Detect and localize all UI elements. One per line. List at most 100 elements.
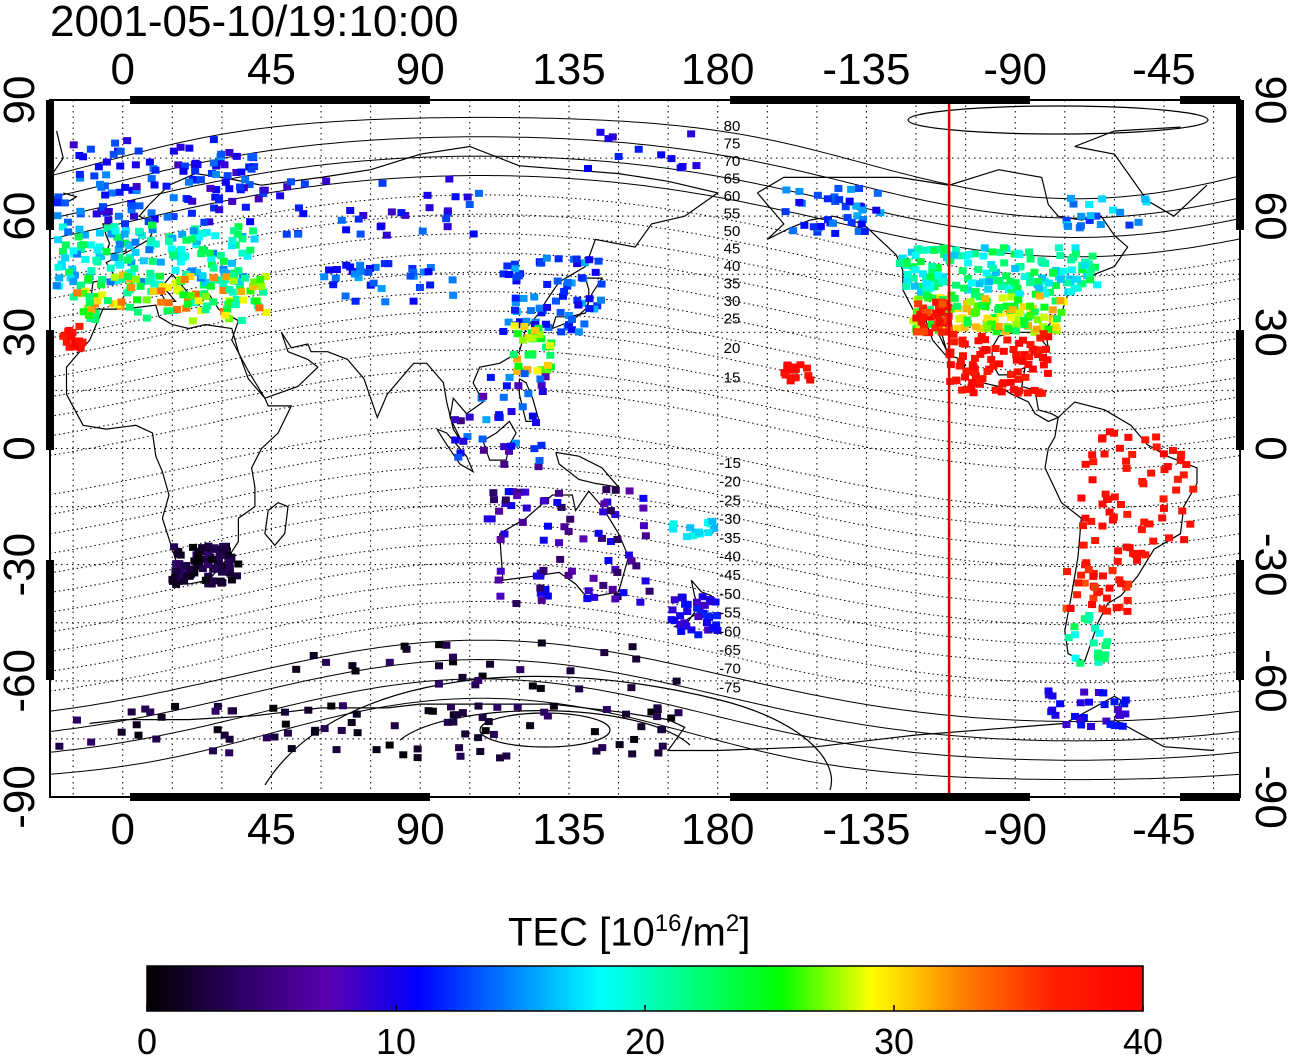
tec-cell — [127, 284, 136, 292]
y-tick-left: 30 — [0, 308, 44, 357]
tec-cell — [158, 283, 167, 291]
x-axis-top: 0 45 90 135 180 -135 -90 -45 — [110, 45, 1195, 94]
tec-cell — [61, 241, 70, 249]
tec-cell — [929, 246, 938, 254]
tec-cell — [1036, 334, 1045, 342]
tec-cell — [703, 612, 712, 620]
tec-cell — [613, 568, 622, 576]
tec-cell — [1030, 308, 1039, 316]
tec-cell — [608, 585, 617, 593]
tec-cell — [397, 209, 406, 217]
tec-cell — [215, 206, 224, 214]
tec-cell — [347, 719, 356, 727]
tec-cell — [309, 651, 318, 659]
tec-cell — [226, 569, 235, 577]
tec-cell — [591, 268, 600, 276]
tec-cell — [111, 139, 120, 147]
tec-cell — [1051, 282, 1060, 290]
tec-cell — [423, 191, 432, 199]
tec-cell — [512, 273, 521, 281]
tec-cell — [599, 581, 608, 589]
tec-cell — [167, 245, 176, 253]
tec-cell — [667, 616, 676, 624]
tec-cell — [115, 253, 124, 261]
tec-cell — [539, 497, 548, 505]
tec-cell — [964, 259, 973, 267]
tec-cell — [784, 362, 793, 370]
tec-cell — [510, 322, 519, 330]
tec-cell — [205, 218, 214, 226]
x-tick-bottom: -45 — [1132, 805, 1196, 854]
tec-cell — [428, 707, 437, 715]
tec-cell — [513, 492, 522, 500]
tec-cell — [1080, 261, 1089, 269]
tec-cell — [674, 709, 683, 717]
tec-cell — [813, 191, 822, 199]
tec-cell — [92, 293, 101, 301]
tec-cell — [1039, 353, 1048, 361]
x-tick-top: -45 — [1132, 45, 1196, 94]
mlat-label-north: 70 — [724, 153, 741, 170]
tec-cell — [873, 189, 882, 197]
tec-cell — [1089, 572, 1098, 580]
tec-cell — [1095, 629, 1104, 637]
tec-cell — [228, 707, 237, 715]
tec-cell — [1138, 477, 1147, 485]
tec-cell — [176, 143, 185, 151]
tec-cell — [218, 578, 227, 586]
tec-cell — [231, 301, 240, 309]
tec-cell — [418, 227, 427, 235]
tec-cell — [478, 435, 487, 443]
tec-cell — [173, 305, 182, 313]
tec-cell — [260, 186, 269, 194]
tec-cell — [294, 204, 303, 212]
tec-cell — [201, 306, 210, 314]
colorbar-title-end: ] — [739, 910, 751, 955]
tec-cell — [1100, 701, 1109, 709]
tec-cell — [117, 275, 126, 283]
tec-cell — [283, 183, 292, 191]
tec-cell — [1034, 277, 1043, 285]
tec-cell — [493, 703, 502, 711]
frame-bar-vertical — [1236, 560, 1244, 680]
mlat-label-south: -45 — [719, 567, 741, 584]
tec-cell — [1056, 275, 1065, 283]
tec-cell — [979, 252, 988, 260]
tec-cell — [74, 233, 83, 241]
mlat-label-north: 80 — [724, 118, 741, 135]
x-tick-bottom: 45 — [247, 805, 296, 854]
tec-cell — [970, 250, 979, 258]
tec-cell — [915, 324, 924, 332]
tec-cell — [225, 185, 234, 193]
tec-cell — [1040, 313, 1049, 321]
tec-cell — [115, 188, 124, 196]
tec-cell — [241, 203, 250, 211]
tec-cell — [1081, 460, 1090, 468]
tec-cell — [225, 563, 234, 571]
tec-cell — [539, 566, 548, 574]
tec-cell — [250, 235, 259, 243]
tec-cell — [443, 223, 452, 231]
tec-cell — [97, 281, 106, 289]
tec-cell — [70, 271, 79, 279]
tec-cell — [227, 576, 236, 584]
tec-cell — [511, 299, 520, 307]
tec-cell — [458, 673, 467, 681]
tec-cell — [209, 159, 218, 167]
tec-cell — [409, 268, 418, 276]
tec-cell — [455, 744, 464, 752]
tec-cell — [87, 267, 96, 275]
tec-cell — [121, 183, 130, 191]
tec-cell — [804, 372, 813, 380]
tec-cell — [994, 306, 1003, 314]
tec-cell — [980, 244, 989, 252]
map-content — [50, 100, 1240, 797]
tec-cell — [413, 745, 422, 753]
tec-cell — [1124, 433, 1133, 441]
tec-cell — [237, 316, 246, 324]
tec-cell — [946, 256, 955, 264]
tec-cell — [1026, 302, 1035, 310]
tec-cell — [450, 416, 459, 424]
tec-cell — [476, 748, 485, 756]
